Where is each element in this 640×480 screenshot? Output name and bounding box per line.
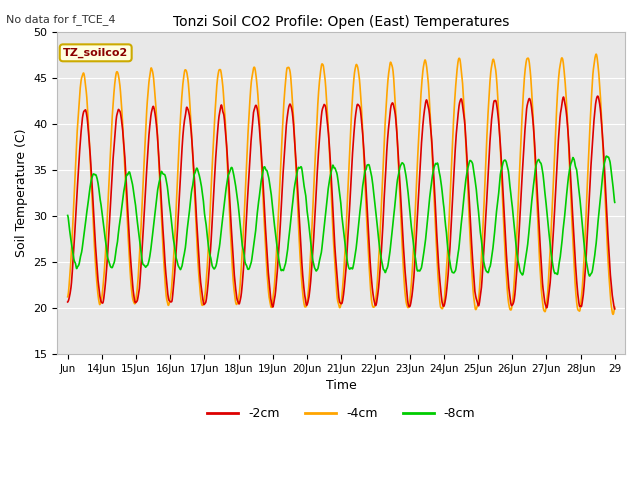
Text: No data for f_TCE_4: No data for f_TCE_4 — [6, 14, 116, 25]
Legend: -2cm, -4cm, -8cm: -2cm, -4cm, -8cm — [202, 402, 481, 425]
X-axis label: Time: Time — [326, 379, 356, 392]
Title: Tonzi Soil CO2 Profile: Open (East) Temperatures: Tonzi Soil CO2 Profile: Open (East) Temp… — [173, 15, 509, 29]
Text: TZ_soilco2: TZ_soilco2 — [63, 48, 129, 58]
Y-axis label: Soil Temperature (C): Soil Temperature (C) — [15, 129, 28, 257]
